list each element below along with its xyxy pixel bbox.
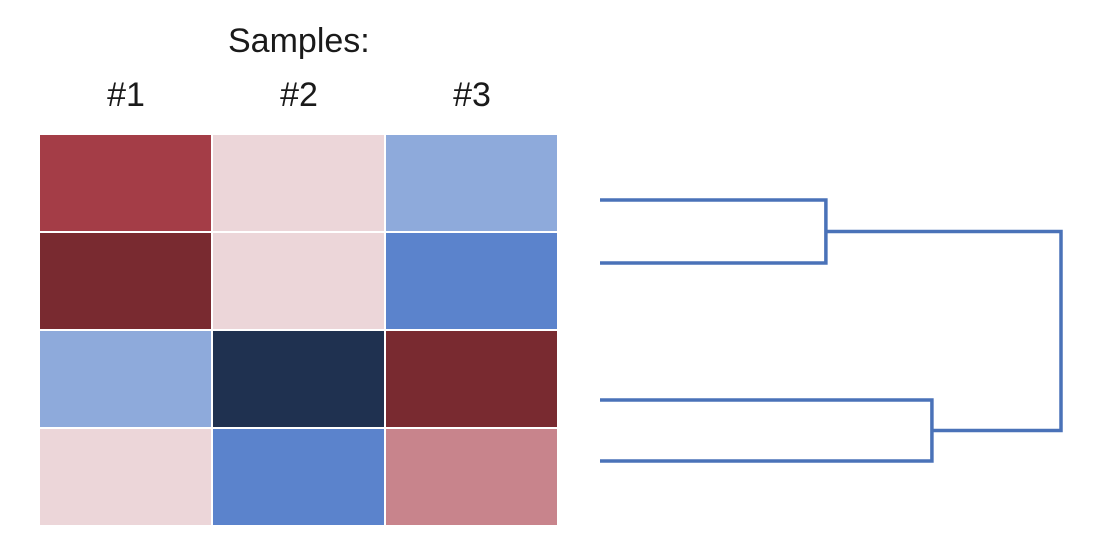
column-label-1: #1 (107, 76, 145, 114)
heatmap-cell-r1-c2 (213, 135, 384, 231)
heatmap-cell-r2-c2 (213, 233, 384, 329)
heatmap-cell-r3-c1 (40, 331, 211, 427)
heatmap-cell-r1-c1 (40, 135, 211, 231)
heatmap-cell-r3-c3 (386, 331, 557, 427)
heatmap-cell-r2-c1 (40, 233, 211, 329)
heatmap-cell-r2-c3 (386, 233, 557, 329)
chart-title: Samples: (228, 22, 370, 60)
dendrogram-branch-1 (600, 198, 828, 265)
heatmap-cell-r4-c2 (213, 429, 384, 525)
heatmap-cell-r1-c3 (386, 135, 557, 231)
dendrogram (600, 198, 1063, 463)
column-label-3: #3 (453, 76, 491, 114)
heatmap-cell-r4-c1 (40, 429, 211, 525)
heatmap-cell-r4-c3 (386, 429, 557, 525)
column-label-2: #2 (280, 76, 318, 114)
heatmap-cells (40, 135, 557, 525)
dendrogram-root-branch (825, 229, 1063, 433)
dendrogram-branch-2 (600, 398, 934, 463)
heatmap-cell-r3-c2 (213, 331, 384, 427)
